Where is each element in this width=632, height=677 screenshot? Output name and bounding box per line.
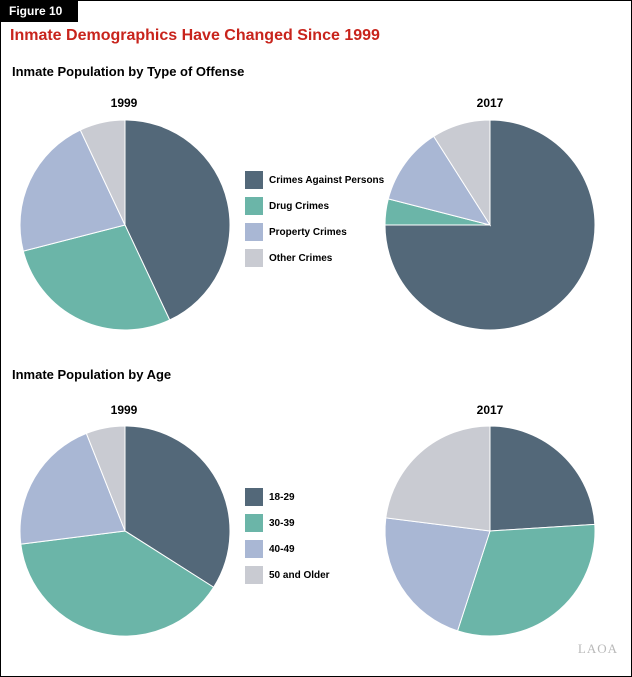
legend-item: 18-29 bbox=[245, 487, 330, 507]
pie-chart-offense-2017 bbox=[384, 119, 596, 331]
pie-chart-offense-1999 bbox=[19, 119, 231, 331]
pie-slice-property-crimes bbox=[387, 135, 492, 226]
pie-title-age-2017: 2017 bbox=[476, 403, 504, 417]
legend-label: 40-49 bbox=[269, 543, 295, 555]
pie-slice-crimes-against-persons bbox=[124, 119, 231, 321]
pie-slice-30-39 bbox=[456, 523, 596, 637]
section-title-age: Inmate Population by Age bbox=[12, 367, 172, 382]
legend-item: Crimes Against Persons bbox=[245, 170, 384, 190]
legend-item: 30-39 bbox=[245, 513, 330, 533]
pie-slice-50-and-older bbox=[85, 425, 126, 532]
pie-slice-50-and-older bbox=[385, 425, 491, 532]
figure-label: Figure 10 bbox=[0, 0, 78, 22]
section-title-offense: Inmate Population by Type of Offense bbox=[12, 64, 245, 79]
legend-label: Other Crimes bbox=[269, 252, 333, 264]
pie-slice-property-crimes bbox=[19, 129, 126, 252]
legend-item: 40-49 bbox=[245, 539, 330, 559]
legend-swatch bbox=[245, 566, 263, 584]
pie-slice-40-49 bbox=[384, 517, 491, 632]
pie-slice-other-crimes bbox=[433, 119, 491, 227]
pie-slice-crimes-against-persons bbox=[384, 119, 596, 331]
pie-slice-other-crimes bbox=[79, 119, 126, 226]
legend-swatch bbox=[245, 514, 263, 532]
legend-label: Crimes Against Persons bbox=[269, 174, 385, 186]
legend-swatch bbox=[245, 540, 263, 558]
legend-label: Drug Crimes bbox=[269, 200, 330, 212]
legend-age: 18-29 30-39 40-49 50 and Older bbox=[245, 487, 330, 591]
pie-title-offense-2017: 2017 bbox=[476, 96, 504, 110]
figure-title: Inmate Demographics Have Changed Since 1… bbox=[10, 27, 380, 44]
pie-title-age-1999: 1999 bbox=[110, 403, 138, 417]
legend-swatch bbox=[245, 488, 263, 506]
legend-swatch bbox=[245, 249, 263, 267]
pie-slice-18-29 bbox=[124, 425, 231, 588]
legend-label: 18-29 bbox=[269, 491, 295, 503]
legend-offense: Crimes Against Persons Drug Crimes Prope… bbox=[245, 170, 384, 274]
legend-item: Drug Crimes bbox=[245, 196, 384, 216]
legend-label: Property Crimes bbox=[269, 226, 347, 238]
pie-slice-drug-crimes bbox=[22, 224, 171, 331]
legend-swatch bbox=[245, 171, 263, 189]
legend-item: Other Crimes bbox=[245, 248, 384, 268]
legend-swatch bbox=[245, 223, 263, 241]
pie-slice-40-49 bbox=[19, 432, 126, 545]
legend-item: 50 and Older bbox=[245, 565, 330, 585]
pie-title-offense-1999: 1999 bbox=[110, 96, 138, 110]
pie-chart-age-1999 bbox=[19, 425, 231, 637]
legend-item: Property Crimes bbox=[245, 222, 384, 242]
pie-slice-18-29 bbox=[489, 425, 596, 532]
lao-logo: LAOA bbox=[577, 641, 618, 656]
legend-swatch bbox=[245, 197, 263, 215]
pie-chart-age-2017 bbox=[384, 425, 596, 637]
legend-label: 30-39 bbox=[269, 517, 295, 529]
legend-label: 50 and Older bbox=[269, 569, 330, 581]
pie-slice-30-39 bbox=[20, 530, 215, 637]
